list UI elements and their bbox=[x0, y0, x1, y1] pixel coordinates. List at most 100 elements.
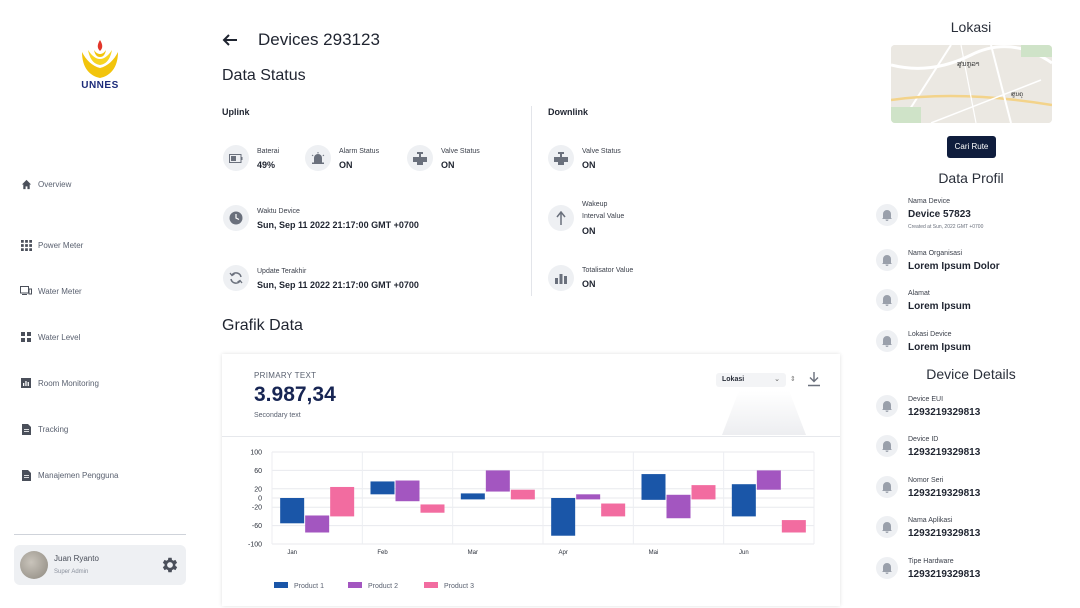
bar bbox=[576, 494, 601, 500]
bell-icon bbox=[876, 330, 898, 352]
bell-icon bbox=[876, 395, 898, 417]
bar bbox=[551, 498, 576, 536]
sidebar-item-label: Water Meter bbox=[38, 286, 82, 296]
sidebar-item-water-level[interactable]: Water Level bbox=[20, 314, 190, 360]
document-icon bbox=[20, 469, 32, 481]
bar bbox=[370, 481, 395, 495]
y-tick-label: -100 bbox=[248, 542, 262, 549]
wakeup-value: ON bbox=[582, 226, 596, 236]
logo-text: UNNES bbox=[81, 80, 119, 91]
download-icon[interactable] bbox=[806, 371, 822, 387]
sort-arrows-icon[interactable]: ⇕ bbox=[790, 376, 796, 383]
bell-icon bbox=[876, 249, 898, 271]
profil-label: Alamat bbox=[908, 290, 930, 297]
gear-icon[interactable] bbox=[160, 555, 180, 575]
sidebar-item-label: Manajemen Pengguna bbox=[38, 470, 119, 480]
legend-label: Product 2 bbox=[368, 583, 398, 590]
detail-value: 1293219329813 bbox=[908, 528, 981, 539]
grafik-title: Grafik Data bbox=[222, 317, 303, 334]
bar bbox=[305, 515, 330, 533]
map-label: ສູນກູລາ bbox=[957, 61, 980, 68]
totalisator-label: Totalisator Value bbox=[582, 267, 634, 274]
avatar bbox=[20, 551, 48, 579]
legend-swatch bbox=[348, 582, 362, 588]
big-number: 3.987,34 bbox=[254, 383, 336, 406]
refresh-icon bbox=[223, 265, 249, 291]
bar bbox=[395, 480, 420, 502]
detail-label: Device ID bbox=[908, 436, 939, 443]
legend-label: Product 3 bbox=[444, 583, 474, 590]
sidebar-item-label: Power Meter bbox=[38, 240, 84, 250]
baterai-label: Baterai bbox=[257, 148, 280, 155]
waktu-value: Sun, Sep 11 2022 21:17:00 GMT +0700 bbox=[257, 220, 419, 230]
document-icon bbox=[20, 423, 32, 435]
sidebar-item-water-meter[interactable]: Water Meter bbox=[20, 268, 190, 314]
dropdown-shadow bbox=[722, 391, 806, 435]
totalisator-value: ON bbox=[582, 279, 596, 289]
alarm-icon bbox=[305, 145, 331, 171]
bar bbox=[420, 504, 445, 513]
location-map[interactable]: ສູນກູລາ ສູນຄຸ bbox=[891, 45, 1052, 123]
data-profil-title: Data Profil bbox=[938, 170, 1004, 186]
chevron-down-icon: ⌄ bbox=[774, 376, 780, 383]
user-card[interactable]: Juan Ryanto Super Admin bbox=[14, 545, 186, 585]
profil-value: Lorem Ipsum bbox=[908, 342, 971, 353]
valve-value: ON bbox=[441, 160, 455, 170]
profil-value: Lorem Ipsum bbox=[908, 301, 971, 312]
sidebar-item-power-meter[interactable]: Power Meter bbox=[20, 222, 190, 268]
bell-icon bbox=[876, 435, 898, 457]
detail-label: Device EUI bbox=[908, 396, 944, 403]
back-arrow-icon[interactable] bbox=[222, 32, 238, 48]
valve-label: Valve Status bbox=[441, 148, 480, 155]
x-tick-label: Jun bbox=[739, 550, 749, 556]
map-label: ສູນຄຸ bbox=[1011, 92, 1024, 98]
sidebar-nav: Overview Power Meter Water Meter Water L… bbox=[20, 176, 190, 498]
grid-icon bbox=[20, 239, 32, 251]
downlink-valve-label: Valve Status bbox=[582, 148, 621, 155]
valve-icon bbox=[407, 145, 433, 171]
bar bbox=[330, 486, 355, 517]
main-content: Devices 293123 Data Status Uplink Downli… bbox=[200, 0, 862, 608]
x-tick-label: Mai bbox=[649, 550, 659, 556]
sidebar-divider bbox=[14, 534, 186, 535]
uplink-title: Uplink bbox=[222, 107, 250, 117]
waktu-label: Waktu Device bbox=[257, 208, 300, 215]
bar bbox=[485, 470, 510, 492]
sidebar-item-overview[interactable]: Overview bbox=[20, 176, 190, 192]
x-tick-label: Apr bbox=[558, 550, 567, 556]
legend-label: Product 1 bbox=[294, 583, 324, 590]
detail-label: Tipe Hardware bbox=[908, 558, 954, 565]
bar bbox=[510, 489, 535, 500]
sidebar-item-label: Overview bbox=[38, 179, 72, 189]
profil-note: Created at Sun, 2022 GMT +0700 bbox=[908, 224, 984, 230]
cari-rute-button[interactable]: Cari Rute bbox=[947, 136, 996, 158]
bar-chart: 100 60 20 0 -20 -60 -100 Jan Feb Mar Apr Mai Jun Prod… bbox=[248, 450, 815, 590]
secondary-text: Secondary text bbox=[254, 412, 301, 419]
sidebar-item-label: Tracking bbox=[38, 424, 69, 434]
x-tick-label: Feb bbox=[377, 550, 388, 556]
alarm-label: Alarm Status bbox=[339, 148, 380, 155]
y-tick-label: 0 bbox=[258, 496, 262, 503]
sidebar-item-tracking[interactable]: Tracking bbox=[20, 406, 190, 452]
chart-icon bbox=[20, 377, 32, 389]
bell-icon bbox=[876, 516, 898, 538]
downlink-title: Downlink bbox=[548, 107, 588, 117]
sidebar-item-label: Room Monitoring bbox=[38, 378, 99, 388]
chart-card: PRIMARY TEXT 3.987,34 Secondary text Lok… bbox=[222, 354, 840, 606]
wakeup-label: Wakeup bbox=[582, 201, 608, 208]
status-divider bbox=[531, 106, 532, 296]
sidebar-item-room-monitoring[interactable]: Room Monitoring bbox=[20, 360, 190, 406]
sidebar-item-manajemen-pengguna[interactable]: Manajemen Pengguna bbox=[20, 452, 190, 498]
update-label: Update Terakhir bbox=[257, 268, 307, 275]
detail-value: 1293219329813 bbox=[908, 407, 981, 418]
lokasi-select[interactable]: Lokasi ⌄ bbox=[716, 373, 786, 387]
bar bbox=[691, 485, 716, 500]
downlink-valve-value: ON bbox=[582, 160, 596, 170]
legend-swatch bbox=[274, 582, 288, 588]
home-icon bbox=[20, 178, 32, 190]
arrow-up-icon bbox=[548, 205, 574, 231]
sidebar-item-label: Water Level bbox=[38, 332, 81, 342]
dashboard-icon bbox=[20, 331, 32, 343]
detail-value: 1293219329813 bbox=[908, 488, 981, 499]
battery-icon bbox=[223, 145, 249, 171]
